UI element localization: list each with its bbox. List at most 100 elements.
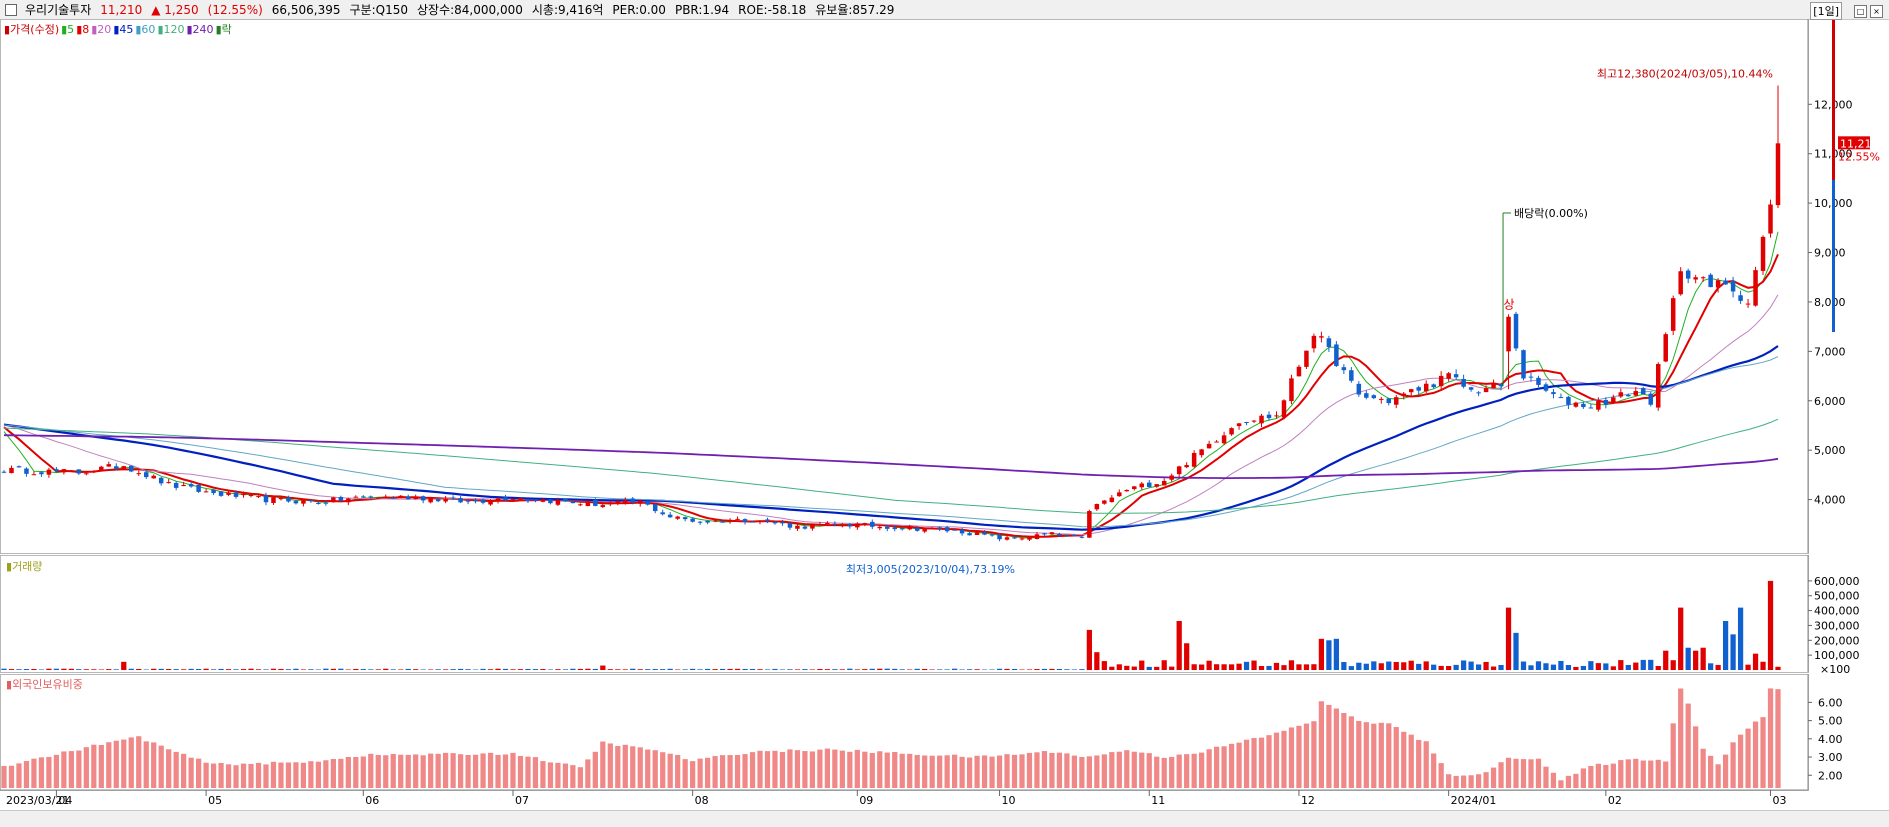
candle-body <box>391 498 395 499</box>
candle-body <box>488 502 492 505</box>
candle-body <box>915 528 919 531</box>
foreign-bar <box>69 751 74 788</box>
candle-body <box>1753 270 1757 305</box>
foreign-bar <box>1581 768 1586 788</box>
volume-bar <box>1506 608 1511 670</box>
candle-body <box>1042 533 1046 534</box>
candle-body <box>136 473 140 474</box>
candle-body <box>1282 400 1286 417</box>
foreign-bar <box>1491 768 1496 788</box>
candle-body <box>1723 280 1727 284</box>
candle-body <box>1551 392 1555 394</box>
foreign-bar <box>211 764 216 788</box>
candle-body <box>795 526 799 529</box>
candle-body <box>1387 398 1391 403</box>
volume-bar <box>1236 664 1241 670</box>
foreign-bar <box>323 760 328 788</box>
candle-body <box>631 498 635 502</box>
horizontal-scrollbar[interactable] <box>0 810 1889 827</box>
foreign-bar <box>413 754 418 788</box>
foreign-bar <box>1341 713 1346 788</box>
foreign-bar <box>510 753 515 788</box>
volume-bar <box>1626 665 1631 670</box>
foreign-bar <box>1671 723 1676 788</box>
foreign-bar <box>795 750 800 788</box>
foreign-bar <box>1124 750 1129 788</box>
foreign-bar <box>1708 756 1713 788</box>
candle-body <box>1312 336 1316 348</box>
foreign-tick-label: 5.00 <box>1818 715 1843 728</box>
candle-body <box>503 497 507 500</box>
foreign-bar <box>1723 755 1728 788</box>
volume-bar <box>1708 663 1713 670</box>
candle-body <box>1454 374 1458 377</box>
foreign-bar <box>1715 764 1720 788</box>
foreign-bar <box>114 741 119 788</box>
candle-body <box>593 500 597 506</box>
foreign-bar <box>802 751 807 788</box>
candle-body <box>1304 351 1308 367</box>
volume-bar <box>121 662 126 670</box>
candle-body <box>264 495 268 502</box>
candle-body <box>1491 384 1495 389</box>
candle-body <box>1027 538 1031 540</box>
volume-bar <box>570 669 575 670</box>
foreign-bar <box>540 761 545 788</box>
foreign-bar <box>1162 758 1167 788</box>
foreign-bar <box>780 752 785 788</box>
legend-entry-2: ▮8 <box>76 23 89 36</box>
foreign-bar <box>525 757 530 788</box>
volume-bar <box>623 669 628 670</box>
foreign-bar <box>1094 755 1099 788</box>
candle-body <box>1738 295 1742 301</box>
volume-bar <box>1715 665 1720 670</box>
foreign-bar <box>1506 758 1511 788</box>
candle-body <box>196 485 200 492</box>
volume-bar <box>1296 664 1301 670</box>
volume-bar <box>660 669 665 670</box>
foreign-bar <box>248 764 253 788</box>
foreign-legend: ▮외국인보유비중 <box>6 676 85 692</box>
candle-body <box>1641 388 1645 394</box>
volume-bar <box>151 669 156 670</box>
candle-body <box>369 496 373 497</box>
foreign-bar <box>900 754 905 788</box>
volume-bar <box>181 669 186 670</box>
volume-bar <box>877 669 882 670</box>
candle-body <box>1776 143 1780 205</box>
candle-body <box>1409 389 1413 392</box>
foreign-bar <box>1611 764 1616 788</box>
candle-body <box>870 522 874 527</box>
candle-body <box>1431 384 1435 387</box>
foreign-bar <box>817 750 822 788</box>
foreign-bar <box>226 764 231 788</box>
candle-body <box>451 498 455 499</box>
volume-bar <box>1618 660 1623 670</box>
volume-bar <box>1162 660 1167 670</box>
candle-body <box>1035 534 1039 539</box>
foreign-bar <box>1371 724 1376 788</box>
volume-bar <box>735 669 740 670</box>
foreign-bar <box>735 755 740 788</box>
candle-body <box>84 473 88 474</box>
volume-bar <box>1768 581 1773 670</box>
volume-bar <box>1641 660 1646 670</box>
volume-bar <box>1117 664 1122 670</box>
volume-bar <box>952 669 957 670</box>
candle-body <box>803 527 807 529</box>
foreign-bar <box>353 757 358 788</box>
volume-bar <box>930 669 935 670</box>
foreign-bar <box>533 757 538 788</box>
foreign-bar <box>1311 721 1316 788</box>
volume-bar <box>825 669 830 670</box>
candle-body <box>840 525 844 526</box>
foreign-bar <box>308 761 313 788</box>
foreign-bar <box>593 752 598 788</box>
volume-bar <box>1461 660 1466 670</box>
candle-body <box>1327 338 1331 347</box>
volume-bar <box>1521 662 1526 670</box>
foreign-bar <box>263 764 268 788</box>
foreign-bar <box>46 757 51 788</box>
volume-bar <box>1049 669 1054 670</box>
